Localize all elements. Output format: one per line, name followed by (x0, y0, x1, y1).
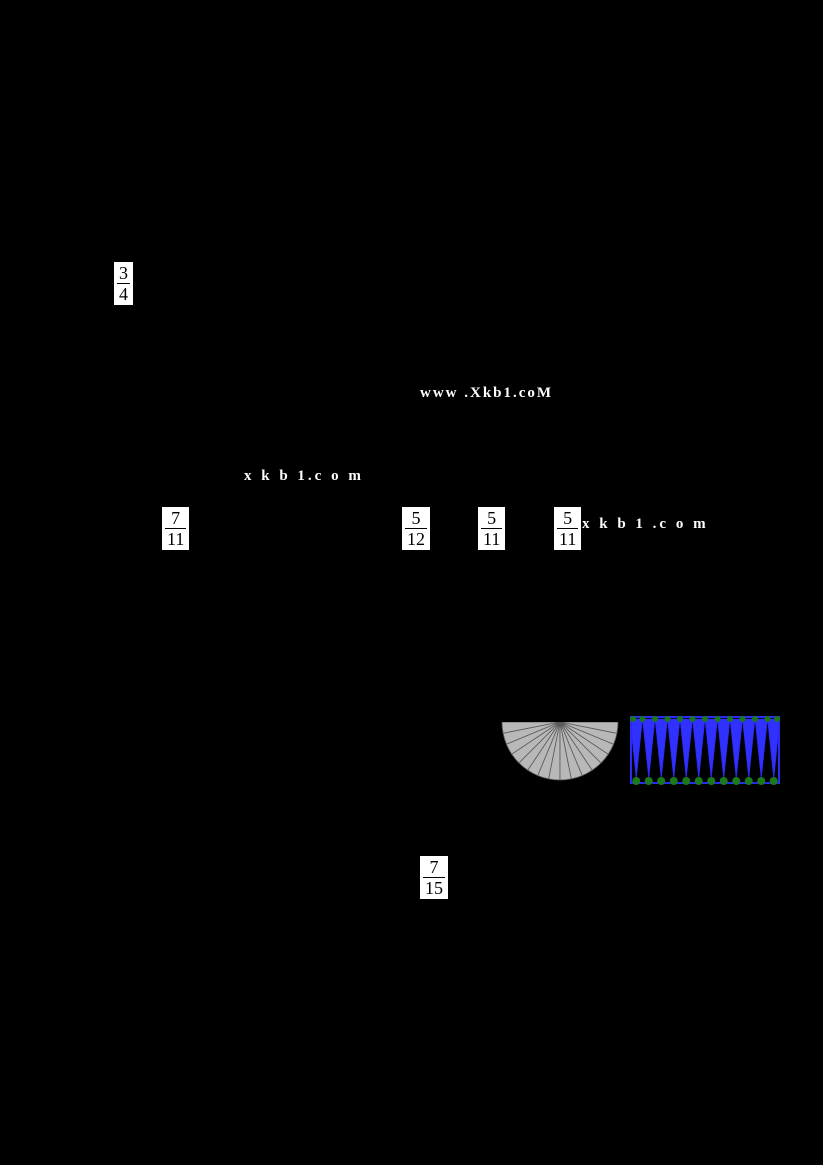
fraction-numerator: 3 (117, 264, 130, 284)
fraction-denominator: 11 (481, 529, 502, 548)
watermark-text: x k b 1 .c o m (582, 516, 709, 533)
fraction-numerator: 7 (423, 858, 445, 878)
fraction-numerator: 5 (405, 509, 427, 529)
fraction-numerator: 5 (481, 509, 502, 529)
fraction: 3 4 (114, 262, 133, 305)
fraction-denominator: 11 (557, 529, 578, 548)
watermark-text: www .Xkb1.coM (420, 385, 553, 402)
fraction: 5 12 (402, 507, 430, 550)
fraction: 7 15 (420, 856, 448, 899)
fraction-denominator: 4 (117, 284, 130, 303)
fraction-denominator: 15 (423, 878, 445, 897)
fraction-numerator: 5 (557, 509, 578, 529)
fraction-denominator: 12 (405, 529, 427, 548)
fraction-denominator: 11 (165, 529, 186, 548)
fraction: 5 11 (554, 507, 581, 550)
fraction: 7 11 (162, 507, 189, 550)
fraction-numerator: 7 (165, 509, 186, 529)
fan-semicircle-icon (500, 722, 620, 795)
watermark-text: x k b 1.c o m (244, 468, 364, 485)
spikes-rectangle-icon (630, 715, 780, 790)
fraction: 5 11 (478, 507, 505, 550)
